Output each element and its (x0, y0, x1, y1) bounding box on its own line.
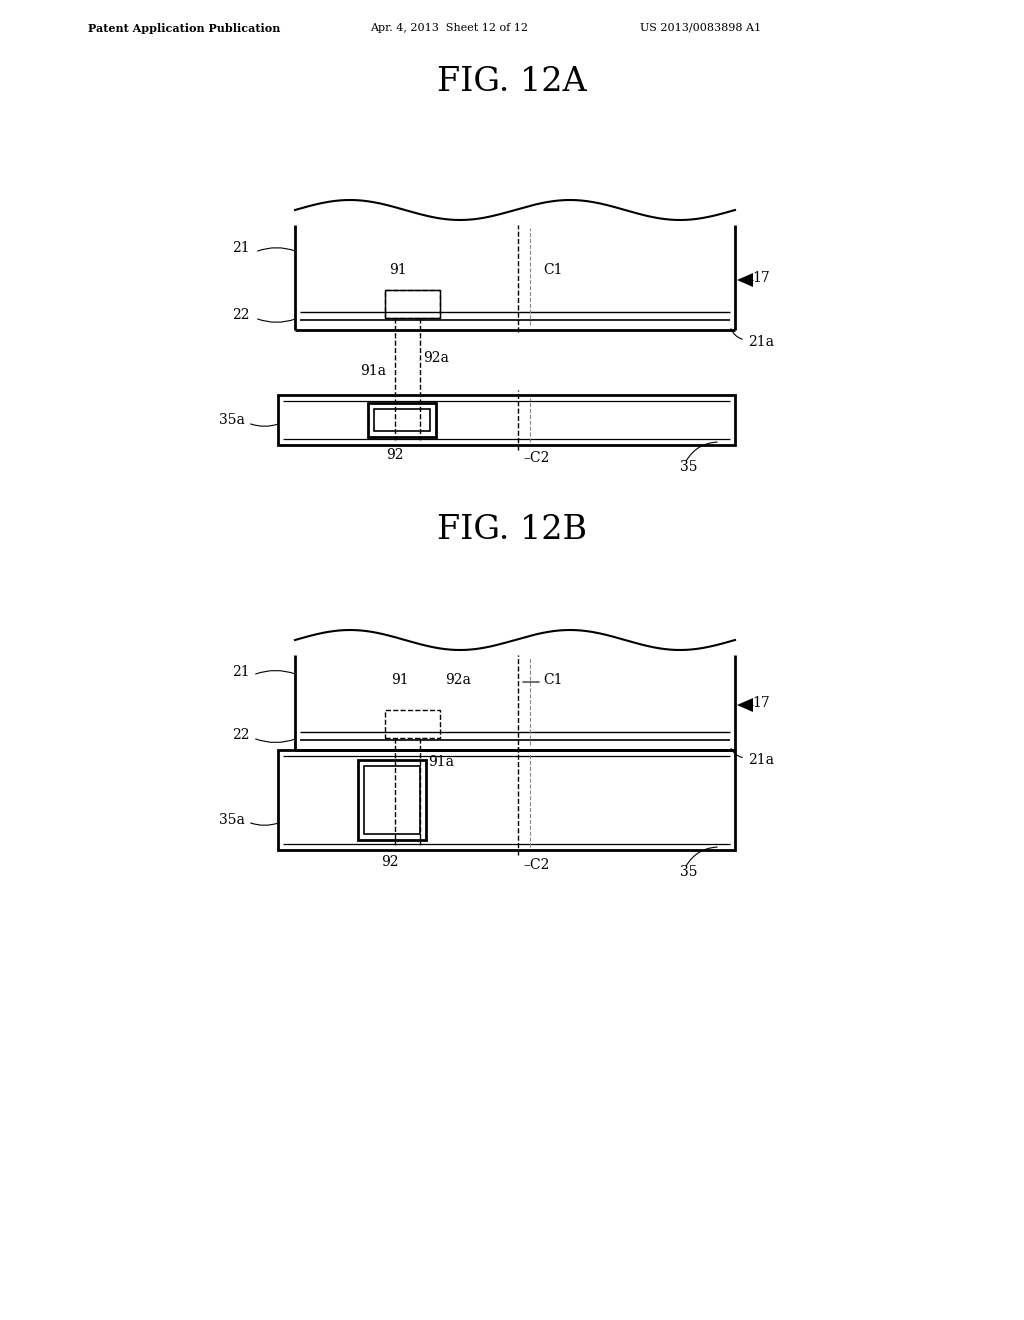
Text: 91a: 91a (360, 364, 386, 378)
Bar (374, 409, 430, 432)
Text: –C2: –C2 (523, 451, 549, 465)
Text: FIG. 12A: FIG. 12A (437, 66, 587, 98)
Text: 21a: 21a (748, 752, 774, 767)
Text: 21: 21 (232, 242, 250, 255)
Text: 21a: 21a (748, 335, 774, 348)
Text: 91: 91 (391, 673, 409, 686)
Text: 92: 92 (381, 855, 398, 869)
Text: 22: 22 (232, 729, 250, 742)
Text: 91a: 91a (428, 755, 454, 770)
Text: 22: 22 (232, 308, 250, 322)
Text: 92a: 92a (423, 351, 449, 366)
Text: 21: 21 (232, 665, 250, 678)
Text: 35a: 35a (219, 413, 245, 426)
Text: C1: C1 (543, 263, 562, 277)
Text: 35: 35 (680, 459, 697, 474)
Bar (385, 290, 440, 318)
Bar (364, 766, 420, 834)
Text: 92a: 92a (445, 673, 471, 686)
Text: Patent Application Publication: Patent Application Publication (88, 22, 281, 33)
Text: –C2: –C2 (523, 858, 549, 873)
Bar (385, 290, 440, 318)
Text: 35: 35 (680, 865, 697, 879)
Text: US 2013/0083898 A1: US 2013/0083898 A1 (640, 22, 761, 33)
Bar (278, 750, 735, 850)
Text: 17: 17 (752, 696, 770, 710)
Text: Apr. 4, 2013  Sheet 12 of 12: Apr. 4, 2013 Sheet 12 of 12 (370, 22, 528, 33)
Text: 92: 92 (386, 447, 403, 462)
Text: 91: 91 (389, 263, 407, 277)
Text: C1: C1 (543, 673, 562, 686)
Text: FIG. 12B: FIG. 12B (437, 513, 587, 546)
Bar (385, 710, 440, 738)
Bar (368, 403, 436, 437)
Text: 17: 17 (752, 271, 770, 285)
Polygon shape (737, 698, 753, 711)
Text: 35a: 35a (219, 813, 245, 828)
Bar (278, 395, 735, 445)
Bar (358, 760, 426, 840)
Polygon shape (737, 273, 753, 286)
